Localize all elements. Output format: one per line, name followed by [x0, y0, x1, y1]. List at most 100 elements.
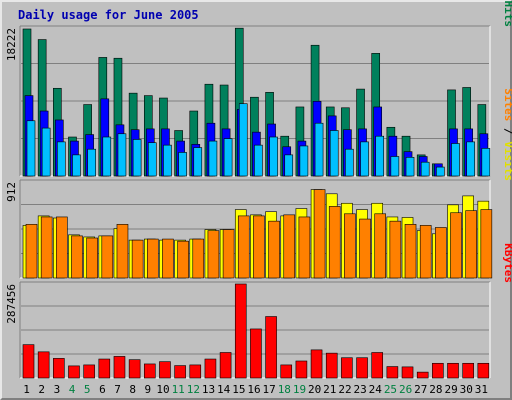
pages-bar-day-19	[299, 145, 309, 177]
sites-bar-day-25	[389, 220, 402, 279]
sites-bar-day-24	[374, 213, 387, 279]
sites-bar-day-20	[313, 189, 326, 279]
kbytes-bar-day-17	[265, 316, 277, 379]
day-label-17: 17	[263, 383, 276, 396]
sites-bar-day-27	[419, 225, 432, 279]
sites-bar-day-5	[86, 237, 98, 279]
kbytes-bar-day-29	[447, 362, 459, 379]
day-label-19: 19	[293, 383, 306, 396]
sites-bar-day-13	[207, 230, 220, 279]
kbytes-bar-day-27	[416, 371, 429, 379]
sites-bar-day-15	[237, 215, 250, 279]
kbytes-bar-day-4	[68, 365, 80, 379]
kbytes-bar-day-3	[53, 358, 65, 379]
day-label-24: 24	[369, 383, 383, 396]
day-label-15: 15	[232, 383, 245, 396]
kbytes-bar-day-6	[98, 358, 111, 379]
day-label-9: 9	[145, 383, 152, 396]
kbytes-bar-day-15	[234, 283, 247, 379]
kbytes-bar-day-13	[204, 358, 217, 379]
hits-files-pages-legend-part-4: Hits	[502, 1, 512, 28]
sites-bar-day-17	[268, 220, 280, 279]
visits-sites-legend-part-1: /	[502, 121, 512, 141]
pages-bar-day-15	[238, 103, 248, 177]
day-label-13: 13	[202, 383, 215, 396]
day-label-6: 6	[99, 383, 106, 396]
sites-bar-day-18	[283, 214, 296, 279]
kbytes-legend: KBytes	[502, 243, 512, 283]
pages-bar-day-10	[163, 144, 172, 177]
kbytes-bar-day-18	[280, 364, 293, 379]
sites-bar-day-9	[146, 238, 159, 279]
pages-bar-day-9	[147, 142, 157, 177]
sites-bar-day-1	[25, 224, 38, 279]
sites-bar-day-19	[298, 216, 311, 279]
kbytes-bar-day-9	[143, 363, 156, 379]
pages-bar-day-24	[375, 135, 385, 177]
pages-bar-day-29	[451, 143, 460, 177]
day-label-18: 18	[278, 383, 291, 396]
pages-bar-day-2	[41, 127, 51, 177]
kbytes-bar-day-10	[159, 361, 171, 379]
day-label-7: 7	[114, 383, 121, 396]
day-label-23: 23	[354, 383, 367, 396]
kbytes-bar-day-31	[477, 362, 490, 379]
pages-bar-day-21	[329, 130, 339, 177]
day-label-27: 27	[414, 383, 427, 396]
pages-bar-day-7	[117, 133, 127, 177]
visits-sites-legend-part-2: Visits	[502, 141, 512, 181]
kbytes-bar-day-5	[83, 364, 95, 379]
sites-bar-day-14	[222, 229, 235, 279]
day-label-30: 30	[460, 383, 473, 396]
kbytes-bar-day-21	[325, 352, 338, 379]
pages-bar-day-27	[420, 161, 430, 177]
sites-bar-day-29	[450, 212, 462, 279]
sites-bar-day-31	[480, 209, 493, 279]
sites-bar-day-11	[177, 240, 189, 279]
visits-sites-legend: Sites / Visits	[502, 88, 512, 181]
kbytes-bar-day-2	[37, 351, 50, 379]
visits-sites-legend-part-0: Sites	[502, 88, 512, 121]
pages-bar-day-30	[466, 141, 475, 177]
pages-bar-day-8	[132, 139, 142, 177]
day-label-14: 14	[217, 383, 231, 396]
day-label-12: 12	[187, 383, 200, 396]
sites-bar-day-22	[344, 213, 356, 279]
pages-bar-day-13	[208, 140, 218, 177]
day-label-5: 5	[84, 383, 91, 396]
pages-bar-day-5	[87, 148, 96, 177]
kbytes-bar-day-12	[189, 364, 202, 379]
kbytes-bar-day-16	[250, 328, 262, 379]
day-label-20: 20	[308, 383, 321, 396]
sites-bar-day-7	[116, 224, 129, 279]
day-label-8: 8	[129, 383, 136, 396]
day-label-1: 1	[23, 383, 30, 396]
pages-bar-day-14	[223, 138, 233, 177]
pages-bar-day-31	[481, 148, 491, 177]
kbytes-bar-day-1	[22, 344, 35, 379]
sites-bar-day-23	[359, 218, 371, 279]
pages-bar-day-22	[345, 148, 354, 177]
kbytes-bar-day-23	[356, 357, 368, 379]
kbytes-bar-day-8	[128, 359, 141, 379]
pages-bar-day-6	[102, 136, 112, 177]
kbytes-bar-day-11	[174, 365, 186, 379]
sites-bar-day-3	[56, 216, 68, 279]
day-label-16: 16	[247, 383, 260, 396]
kbytes-bar-day-30	[462, 362, 474, 379]
kbytes-bar-day-24	[371, 352, 384, 379]
day-label-25: 25	[384, 383, 397, 396]
kbytes-bar-day-26	[401, 366, 414, 379]
hits-files-pages-legend: Pages / Files / Hits	[502, 0, 512, 27]
kbytes-bar-day-25	[386, 366, 399, 379]
pages-bar-day-16	[254, 144, 263, 177]
sites-bar-day-10	[162, 238, 174, 279]
kbytes-max-label: 287456	[5, 284, 18, 324]
kbytes-legend-part-0: KBytes	[502, 243, 512, 283]
day-label-2: 2	[38, 383, 45, 396]
sites-bar-day-4	[71, 235, 83, 279]
hits-files-pages-legend-part-3: /	[502, 0, 512, 1]
day-label-31: 31	[475, 383, 488, 396]
day-label-22: 22	[338, 383, 351, 396]
